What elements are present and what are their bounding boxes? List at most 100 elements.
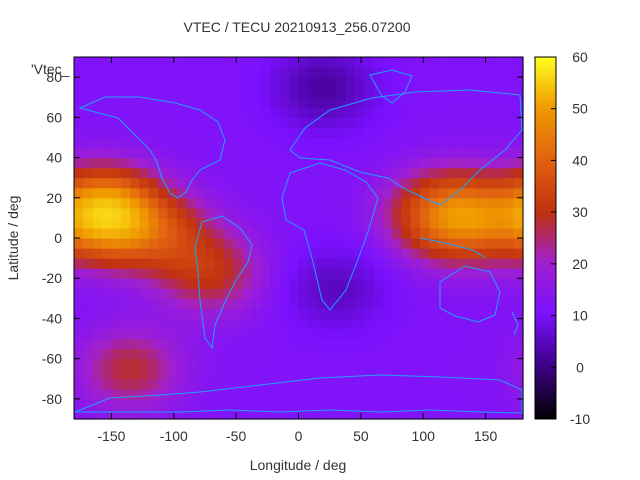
heatmap-cell [261,67,272,78]
heatmap-cell [102,147,113,159]
heatmap-cell [186,328,197,340]
heatmap-cell [326,268,337,279]
heatmap-cell [261,207,272,219]
y-axis-label: Latitude / deg [5,196,21,281]
y-tick-label: -60 [42,351,62,367]
heatmap-cell [204,368,215,380]
heatmap-cell [317,67,328,78]
heatmap-cell [410,117,421,128]
y-tick-label: 80 [46,69,62,85]
heatmap-cell [74,207,84,219]
heatmap-cell [354,197,365,209]
heatmap-cell [448,278,459,289]
heatmap-cell [298,388,309,400]
heatmap-cell [438,318,449,330]
heatmap-cell [373,248,384,259]
heatmap-cell [429,248,440,259]
heatmap-cell [317,197,328,209]
heatmap-cell [504,107,515,118]
heatmap-cell [186,147,197,159]
heatmap-cell [102,187,113,199]
heatmap-cell [270,298,281,309]
heatmap-cell [410,238,421,249]
heatmap-cell [289,157,300,169]
heatmap-cell [120,268,131,279]
heatmap-cell [92,258,103,269]
heatmap-cell [195,147,206,159]
heatmap-cell [204,348,215,360]
heatmap-cell [279,77,290,88]
heatmap-cell [485,308,496,320]
y-tick-label: -80 [42,391,62,407]
heatmap-cell [130,167,141,179]
heatmap-cell [92,378,103,390]
heatmap-cell [476,107,487,118]
heatmap-cell [92,278,103,289]
heatmap-cell [476,258,487,269]
heatmap-cell [382,207,393,219]
heatmap-cell [83,157,94,169]
heatmap-cell [111,147,122,159]
heatmap-cell [158,248,169,259]
heatmap-cell [485,238,496,249]
heatmap-cell [242,248,253,259]
heatmap-cell [392,157,402,169]
heatmap-cell [345,217,356,229]
heatmap-cell [270,268,281,279]
heatmap-cell [457,137,468,149]
heatmap-cell [279,328,290,340]
heatmap-cell [513,278,524,289]
heatmap-cell [345,87,356,98]
heatmap-cell [504,258,515,269]
heatmap-cell [326,308,337,320]
heatmap-cell [392,177,402,189]
heatmap-cell [289,318,300,330]
heatmap-cell [74,117,84,128]
heatmap-cell [261,127,272,139]
heatmap-cell [382,117,393,128]
heatmap-cell [345,177,356,189]
heatmap-cell [233,67,243,78]
heatmap-cell [289,97,300,108]
heatmap-cell [494,137,505,149]
heatmap-cell [410,207,421,219]
heatmap-cell [139,298,150,309]
heatmap-cell [466,227,477,239]
heatmap-cell [354,358,365,370]
heatmap-cell [289,207,300,219]
heatmap-cell [317,368,328,380]
heatmap-cell [429,167,440,179]
heatmap-cell [74,217,84,229]
heatmap-cell [195,408,206,420]
heatmap-cell [504,268,515,279]
heatmap-cell [429,318,440,330]
heatmap-cell [74,127,84,139]
heatmap-cell [214,388,225,400]
heatmap-cell [513,127,524,139]
heatmap-cell [485,187,496,199]
heatmap-cell [429,238,440,249]
heatmap-cell [513,197,524,209]
heatmap-cell [130,268,141,279]
heatmap-cell [261,238,272,249]
heatmap-cell [373,238,384,249]
heatmap-cell [233,127,243,139]
heatmap-cell [261,227,272,239]
heatmap-cell [111,57,122,68]
heatmap-cell [130,137,141,149]
heatmap-cell [111,77,122,88]
heatmap-cell [289,177,300,189]
heatmap-cell [195,308,206,320]
heatmap-cell [410,87,421,98]
heatmap-cell [410,177,421,189]
heatmap-cell [466,177,477,189]
heatmap-cell [420,278,431,289]
heatmap-cell [504,398,515,410]
heatmap-cell [233,338,243,350]
heatmap-cell [167,57,178,68]
heatmap-cell [354,107,365,118]
heatmap-cell [158,258,169,269]
heatmap-cell [289,388,300,400]
heatmap-cell [167,328,178,340]
heatmap-cell [317,77,328,88]
